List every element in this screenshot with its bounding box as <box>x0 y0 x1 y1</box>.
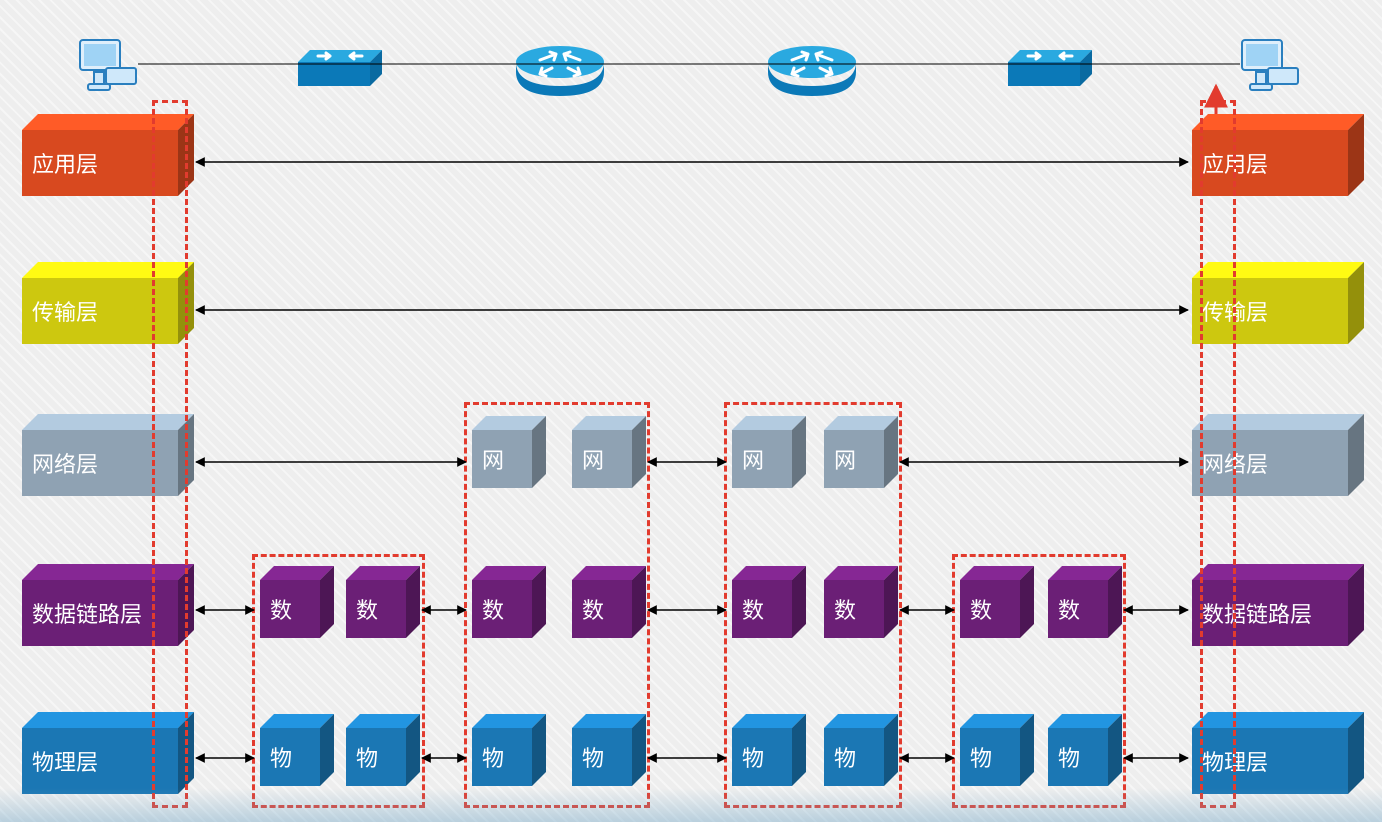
layer-label: 数 <box>960 580 1020 638</box>
layer-label: 应用层 <box>22 130 178 196</box>
layer-box-R-app: 应用层 <box>1192 130 1348 196</box>
layer-label: 物理层 <box>1192 728 1348 794</box>
layer-box-r2-phys-a: 物 <box>732 728 792 786</box>
layer-label: 数 <box>732 580 792 638</box>
layer-label: 数 <box>260 580 320 638</box>
layer-label: 传输层 <box>1192 278 1348 344</box>
layer-label: 物 <box>260 728 320 786</box>
switch-icon <box>290 46 386 99</box>
layer-box-sw1-link-b: 数 <box>346 580 406 638</box>
layer-label: 物 <box>824 728 884 786</box>
layer-box-sw2-link-b: 数 <box>1048 580 1108 638</box>
layer-label: 物 <box>960 728 1020 786</box>
layer-box-sw2-phys-b: 物 <box>1048 728 1108 786</box>
layer-label: 传输层 <box>22 278 178 344</box>
layer-box-r1-link-a: 数 <box>472 580 532 638</box>
layer-label: 网络层 <box>1192 430 1348 496</box>
layer-box-R-trans: 传输层 <box>1192 278 1348 344</box>
layer-box-sw1-link-a: 数 <box>260 580 320 638</box>
layer-label: 数据链路层 <box>22 580 178 646</box>
router-icon <box>762 42 862 103</box>
layer-label: 物 <box>472 728 532 786</box>
layer-box-r1-net-b: 网 <box>572 430 632 488</box>
layer-box-L-link: 数据链路层 <box>22 580 178 646</box>
layer-box-L-trans: 传输层 <box>22 278 178 344</box>
layer-label: 物理层 <box>22 728 178 794</box>
layer-box-R-net: 网络层 <box>1192 430 1348 496</box>
pc-icon <box>74 36 140 99</box>
router-icon <box>510 42 610 103</box>
pc-icon <box>1236 36 1302 99</box>
connection-overlay <box>0 0 1382 822</box>
layer-box-r2-link-a: 数 <box>732 580 792 638</box>
layer-box-sw1-phys-a: 物 <box>260 728 320 786</box>
layer-box-r1-link-b: 数 <box>572 580 632 638</box>
layer-label: 物 <box>346 728 406 786</box>
layer-box-r2-link-b: 数 <box>824 580 884 638</box>
layer-box-sw2-link-a: 数 <box>960 580 1020 638</box>
layer-label: 网络层 <box>22 430 178 496</box>
footer-wave <box>0 788 1382 822</box>
layer-label: 数 <box>572 580 632 638</box>
layer-label: 物 <box>732 728 792 786</box>
layer-box-L-phys: 物理层 <box>22 728 178 794</box>
layer-box-L-app: 应用层 <box>22 130 178 196</box>
layer-box-L-net: 网络层 <box>22 430 178 496</box>
layer-label: 数 <box>1048 580 1108 638</box>
layer-label: 数 <box>472 580 532 638</box>
layer-label: 数 <box>346 580 406 638</box>
layer-label: 网 <box>824 430 884 488</box>
layer-box-sw1-phys-b: 物 <box>346 728 406 786</box>
layer-box-r1-net-a: 网 <box>472 430 532 488</box>
layer-label: 网 <box>472 430 532 488</box>
layer-box-r2-net-a: 网 <box>732 430 792 488</box>
layer-box-sw2-phys-a: 物 <box>960 728 1020 786</box>
layer-box-r2-phys-b: 物 <box>824 728 884 786</box>
layer-label: 物 <box>572 728 632 786</box>
layer-label: 数据链路层 <box>1192 580 1348 646</box>
layer-box-R-link: 数据链路层 <box>1192 580 1348 646</box>
layer-box-r2-net-b: 网 <box>824 430 884 488</box>
layer-box-r1-phys-a: 物 <box>472 728 532 786</box>
layer-box-r1-phys-b: 物 <box>572 728 632 786</box>
layer-label: 数 <box>824 580 884 638</box>
layer-label: 物 <box>1048 728 1108 786</box>
switch-icon <box>1000 46 1096 99</box>
layer-label: 网 <box>732 430 792 488</box>
layer-box-R-phys: 物理层 <box>1192 728 1348 794</box>
layer-label: 应用层 <box>1192 130 1348 196</box>
layer-label: 网 <box>572 430 632 488</box>
